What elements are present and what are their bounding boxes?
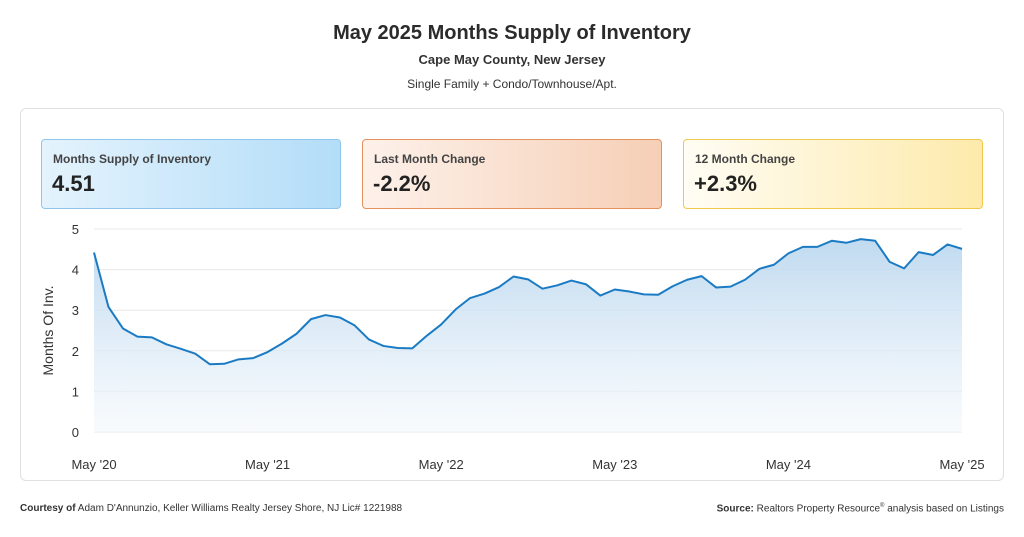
source-label: Source: bbox=[716, 503, 754, 515]
y-tick-label: 5 bbox=[72, 222, 79, 237]
kpi-value: 4.51 bbox=[52, 171, 95, 196]
footer-source: Source: Realtors Property Resource® anal… bbox=[717, 503, 1004, 514]
x-tick-label: May '22 bbox=[419, 457, 464, 472]
y-tick-label: 3 bbox=[72, 303, 79, 318]
kpi-months-supply: Months Supply of Inventory 4.51 bbox=[41, 139, 341, 209]
x-tick-label: May '24 bbox=[766, 457, 811, 472]
kpi-label: 12 Month Change bbox=[695, 152, 796, 166]
courtesy-text: Adam D'Annunzio, Keller Williams Realty … bbox=[77, 503, 403, 514]
source-text-suffix: analysis based on Listings bbox=[884, 503, 1004, 515]
location-subtitle: Cape May County, New Jersey bbox=[418, 52, 606, 67]
kpi-label: Months Supply of Inventory bbox=[53, 152, 211, 166]
kpi-value: -2.2% bbox=[373, 171, 431, 196]
kpi-label: Last Month Change bbox=[374, 152, 486, 166]
kpi-last-month-change: Last Month Change -2.2% bbox=[362, 139, 662, 209]
x-tick-label: May '21 bbox=[245, 457, 290, 472]
x-tick-label: May '23 bbox=[592, 457, 637, 472]
x-tick-label: May '20 bbox=[71, 457, 116, 472]
x-tick-label: May '25 bbox=[939, 457, 984, 472]
y-tick-label: 1 bbox=[72, 384, 79, 399]
y-tick-label: 4 bbox=[72, 263, 79, 278]
courtesy-label: Courtesy of bbox=[20, 503, 76, 514]
y-axis-label: Months Of Inv. bbox=[40, 286, 56, 376]
registered-mark: ® bbox=[880, 503, 885, 509]
y-tick-label: 0 bbox=[72, 425, 79, 440]
source-text: Realtors Property Resource bbox=[756, 503, 881, 515]
kpi-value: +2.3% bbox=[694, 171, 757, 196]
y-tick-label: 2 bbox=[72, 344, 79, 359]
series-line bbox=[93, 238, 963, 366]
area-fill bbox=[94, 239, 962, 432]
property-type-subtitle: Single Family + Condo/Townhouse/Apt. bbox=[407, 77, 617, 91]
footer-courtesy: Courtesy of Adam D'Annunzio, Keller Will… bbox=[20, 503, 402, 514]
kpi-12-month-change: 12 Month Change +2.3% bbox=[683, 139, 983, 209]
page-title: May 2025 Months Supply of Inventory bbox=[333, 22, 691, 44]
